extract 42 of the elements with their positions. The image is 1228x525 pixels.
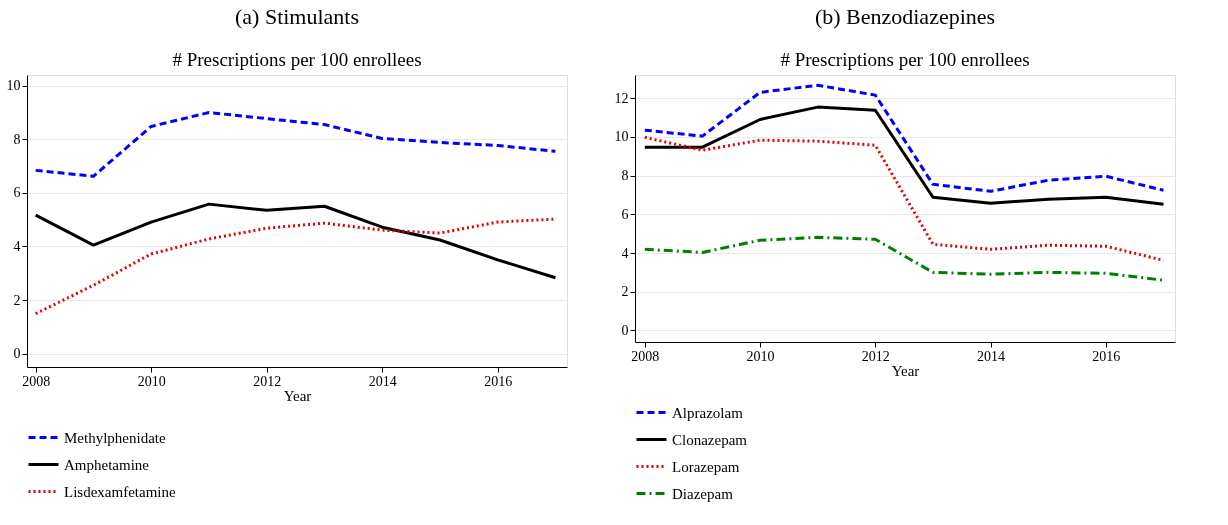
- x-tick-label: 2010: [746, 348, 775, 364]
- legend-label: Diazepam: [672, 485, 734, 502]
- chart-title: (b) Benzodiazepines: [814, 4, 996, 29]
- line-series: [34, 111, 557, 178]
- y-tick-label: 4: [621, 245, 629, 261]
- y-tick-label: 2: [621, 284, 629, 300]
- legend-label: Amphetamine: [64, 456, 150, 473]
- y-tick-label: 2: [13, 292, 21, 308]
- line-series: [34, 202, 557, 280]
- x-tick-label: 2014: [977, 348, 1006, 364]
- x-tick-label: 2008: [631, 348, 660, 364]
- y-tick-label: 12: [614, 90, 629, 106]
- y-tick-label: 0: [13, 346, 21, 362]
- y-tick-label: 10: [614, 129, 629, 145]
- y-tick-label: 8: [621, 168, 629, 184]
- line-series: [643, 83, 1165, 193]
- x-tick-label: 2012: [861, 348, 890, 364]
- legend-label: Alprazolam: [672, 404, 744, 421]
- legend-label: Lorazepam: [672, 458, 740, 475]
- line-series: [643, 135, 1165, 262]
- x-axis-title: Year: [891, 362, 920, 379]
- y-tick-label: 0: [621, 322, 629, 338]
- x-tick-label: 2008: [22, 373, 51, 389]
- y-tick-label: 8: [13, 131, 21, 147]
- chart-title: (a) Stimulants: [234, 4, 360, 29]
- chart-subtitle: # Prescriptions per 100 enrollees: [172, 49, 422, 70]
- y-tick-label: 6: [13, 185, 21, 201]
- x-tick-label: 2016: [484, 373, 513, 389]
- legend-label: Lisdexamfetamine: [64, 483, 176, 500]
- x-axis-title: Year: [283, 387, 312, 404]
- legend-label: Methylphenidate: [64, 429, 166, 446]
- x-tick-label: 2016: [1092, 348, 1121, 364]
- y-tick-label: 10: [6, 78, 21, 94]
- y-tick-label: 6: [621, 206, 629, 222]
- legend-label: Clonazepam: [672, 431, 748, 448]
- y-tick-label: 4: [13, 238, 21, 254]
- chart-subtitle: # Prescriptions per 100 enrollees: [780, 49, 1030, 70]
- line-series: [643, 105, 1165, 206]
- x-tick-label: 2014: [368, 373, 397, 389]
- line-series: [643, 235, 1165, 282]
- x-tick-label: 2010: [137, 373, 166, 389]
- x-tick-label: 2012: [253, 373, 282, 389]
